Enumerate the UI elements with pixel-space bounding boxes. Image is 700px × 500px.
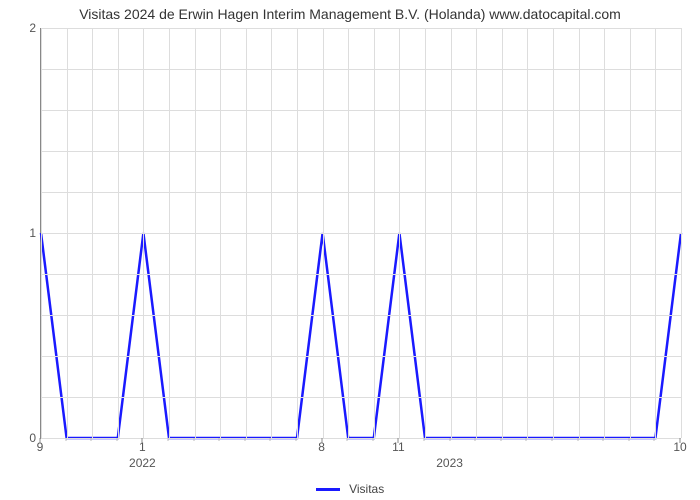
- grid-line-v: [425, 28, 426, 438]
- grid-line-v: [374, 28, 375, 438]
- grid-line-v: [655, 28, 656, 438]
- y-tick-label: 0: [29, 431, 36, 445]
- grid-line-v: [604, 28, 605, 438]
- grid-line-h: [41, 110, 681, 111]
- grid-line-v: [451, 28, 452, 438]
- x-tick-minor: [552, 438, 553, 441]
- x-tick-minor: [91, 438, 92, 441]
- x-tick-minor: [347, 438, 348, 441]
- plot-area: [40, 28, 681, 439]
- x-tick-minor: [296, 438, 297, 441]
- grid-line-v: [399, 28, 400, 438]
- x-tick-minor: [475, 438, 476, 441]
- legend-label: Visitas: [349, 482, 384, 496]
- grid-line-v: [195, 28, 196, 438]
- x-tick-minor: [116, 438, 117, 441]
- x-tick-minor: [577, 438, 578, 441]
- grid-line-v: [169, 28, 170, 438]
- x-tick-minor: [270, 438, 271, 441]
- x-tick-minor: [526, 438, 527, 441]
- grid-line-h: [41, 274, 681, 275]
- legend: Visitas: [0, 482, 700, 496]
- x-tick: [40, 438, 41, 443]
- grid-line-v: [323, 28, 324, 438]
- grid-line-h: [41, 233, 681, 234]
- x-tick-minor: [654, 438, 655, 441]
- chart-title: Visitas 2024 de Erwin Hagen Interim Mana…: [0, 6, 700, 22]
- grid-line-h: [41, 397, 681, 398]
- x-tick-minor: [449, 438, 450, 441]
- grid-line-v: [92, 28, 93, 438]
- x-tick-minor: [193, 438, 194, 441]
- grid-line-h: [41, 356, 681, 357]
- grid-line-v: [630, 28, 631, 438]
- grid-line-v: [41, 28, 42, 438]
- grid-line-v: [220, 28, 221, 438]
- x-tick-minor: [372, 438, 373, 441]
- x-tick-minor: [65, 438, 66, 441]
- series-line: [41, 233, 681, 438]
- x-tick-minor: [244, 438, 245, 441]
- grid-line-v: [476, 28, 477, 438]
- x-year-label: 2023: [436, 456, 463, 470]
- legend-swatch: [316, 488, 340, 491]
- x-tick: [680, 438, 681, 443]
- grid-line-v: [553, 28, 554, 438]
- grid-line-v: [502, 28, 503, 438]
- grid-line-h: [41, 28, 681, 29]
- grid-line-h: [41, 315, 681, 316]
- grid-line-v: [297, 28, 298, 438]
- y-tick-label: 2: [29, 21, 36, 35]
- x-tick: [398, 438, 399, 443]
- grid-line-v: [143, 28, 144, 438]
- x-tick-minor: [168, 438, 169, 441]
- x-year-label: 2022: [129, 456, 156, 470]
- grid-line-v: [681, 28, 682, 438]
- chart-container: Visitas 2024 de Erwin Hagen Interim Mana…: [0, 0, 700, 500]
- y-tick-label: 1: [29, 226, 36, 240]
- grid-line-h: [41, 69, 681, 70]
- x-tick: [321, 438, 322, 443]
- grid-line-v: [271, 28, 272, 438]
- grid-line-h: [41, 192, 681, 193]
- x-tick-minor: [424, 438, 425, 441]
- grid-line-v: [348, 28, 349, 438]
- grid-line-v: [67, 28, 68, 438]
- grid-line-v: [246, 28, 247, 438]
- grid-line-h: [41, 438, 681, 439]
- grid-line-h: [41, 151, 681, 152]
- x-tick-minor: [500, 438, 501, 441]
- grid-line-v: [527, 28, 528, 438]
- x-tick: [142, 438, 143, 443]
- x-tick-minor: [603, 438, 604, 441]
- x-tick-minor: [219, 438, 220, 441]
- grid-line-v: [579, 28, 580, 438]
- x-tick-minor: [628, 438, 629, 441]
- grid-line-v: [118, 28, 119, 438]
